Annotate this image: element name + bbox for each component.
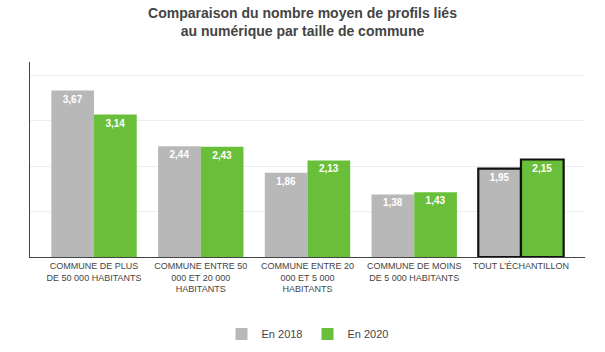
svg-text:2,43: 2,43: [212, 150, 232, 161]
svg-text:COMMUNE ENTRE 50000 ET 20 000H: COMMUNE ENTRE 50000 ET 20 000HABITANTS: [154, 261, 247, 294]
svg-text:COMMUNE ENTRE 20000 ET 5 000HA: COMMUNE ENTRE 20000 ET 5 000HABITANTS: [261, 261, 354, 294]
svg-text:1,86: 1,86: [276, 176, 296, 187]
svg-text:2,44: 2,44: [169, 149, 189, 160]
svg-text:COMMUNE DE PLUSDE 50 000 HABIT: COMMUNE DE PLUSDE 50 000 HABITANTS: [47, 261, 142, 283]
svg-text:En 2020: En 2020: [347, 328, 388, 340]
svg-text:TOUT L’ÉCHANTILLON: TOUT L’ÉCHANTILLON: [473, 261, 569, 271]
svg-text:2,15: 2,15: [532, 163, 552, 174]
svg-text:1,38: 1,38: [383, 197, 403, 208]
svg-text:1,43: 1,43: [426, 195, 446, 206]
svg-text:2,13: 2,13: [319, 163, 339, 174]
svg-text:3,67: 3,67: [63, 94, 83, 105]
svg-text:Comparaison du nombre moyen de: Comparaison du nombre moyen de profils l…: [148, 5, 457, 39]
svg-text:3,14: 3,14: [105, 118, 125, 129]
svg-text:1,95: 1,95: [490, 172, 510, 183]
svg-text:En 2018: En 2018: [262, 328, 303, 340]
svg-text:COMMUNE DE MOINSDE 5 000 HABIT: COMMUNE DE MOINSDE 5 000 HABITANTS: [367, 261, 462, 283]
